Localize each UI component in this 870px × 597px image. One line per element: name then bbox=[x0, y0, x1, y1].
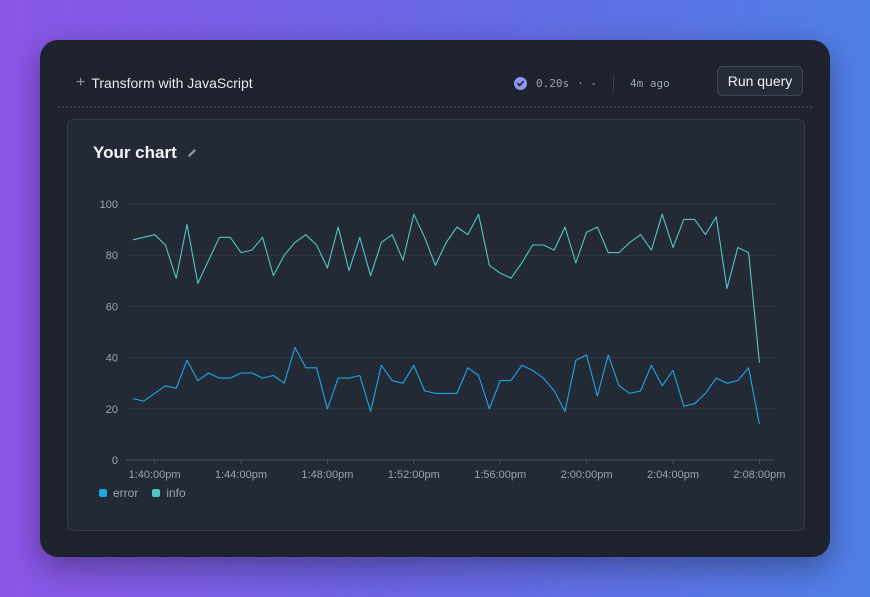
y-tick-label-100: 100 bbox=[100, 199, 118, 211]
query-window: + Transform with JavaScript 0.20s · - 4m… bbox=[40, 40, 830, 557]
check-circle-icon bbox=[514, 76, 527, 90]
chart-title: Your chart bbox=[93, 143, 177, 162]
chart-title-row: Your chart bbox=[93, 143, 198, 163]
x-tick-label-3: 1:52:00pm bbox=[388, 469, 440, 481]
transform-label: Transform with JavaScript bbox=[91, 75, 253, 91]
x-tick-label-6: 2:04:00pm bbox=[647, 469, 699, 481]
x-tick-label-2: 1:48:00pm bbox=[301, 469, 353, 481]
legend-swatch-info bbox=[152, 489, 161, 497]
run-query-button[interactable]: Run query bbox=[717, 66, 803, 96]
query-duration: 0.20s bbox=[536, 76, 570, 90]
y-tick-label-40: 40 bbox=[106, 353, 118, 365]
y-tick-label-0: 0 bbox=[112, 455, 118, 467]
status-dots: · - bbox=[577, 76, 597, 90]
y-tick-label-80: 80 bbox=[106, 250, 118, 262]
legend-swatch-error bbox=[99, 489, 107, 497]
status-divider bbox=[613, 75, 614, 91]
plus-icon: + bbox=[76, 74, 86, 91]
chart-panel: Your chart 0 20 40 60 80 100 1:40:00pm 1:44:00p… bbox=[67, 119, 805, 531]
x-tick-label-4: 1:56:00pm bbox=[474, 469, 526, 481]
x-tick-label-7: 2:08:00pm bbox=[733, 469, 785, 481]
pencil-icon[interactable] bbox=[186, 147, 198, 159]
toolbar: + Transform with JavaScript 0.20s · - 4m… bbox=[40, 40, 830, 106]
legend-item-error[interactable]: error bbox=[99, 486, 138, 500]
y-tick-label-60: 60 bbox=[106, 301, 118, 313]
query-status: 0.20s · - 4m ago bbox=[514, 73, 670, 93]
x-tick-label-0: 1:40:00pm bbox=[129, 469, 181, 481]
transform-with-javascript-button[interactable]: + Transform with JavaScript bbox=[76, 73, 253, 93]
x-tick-label-1: 1:44:00pm bbox=[215, 469, 267, 481]
time-ago: 4m ago bbox=[630, 76, 670, 90]
chart-legend: error info bbox=[99, 486, 186, 500]
divider bbox=[58, 106, 812, 108]
x-tick-label-5: 2:00:00pm bbox=[561, 469, 613, 481]
legend-label-info: info bbox=[166, 486, 186, 500]
y-tick-label-20: 20 bbox=[106, 404, 118, 416]
legend-item-info[interactable]: info bbox=[152, 486, 186, 500]
line-chart: 0 20 40 60 80 100 1:40:00pm 1:44:00pm 1:48:00pm 1… bbox=[100, 199, 786, 481]
legend-label-error: error bbox=[113, 486, 139, 500]
series-line-info bbox=[132, 213, 760, 363]
series-line-error bbox=[132, 346, 760, 425]
